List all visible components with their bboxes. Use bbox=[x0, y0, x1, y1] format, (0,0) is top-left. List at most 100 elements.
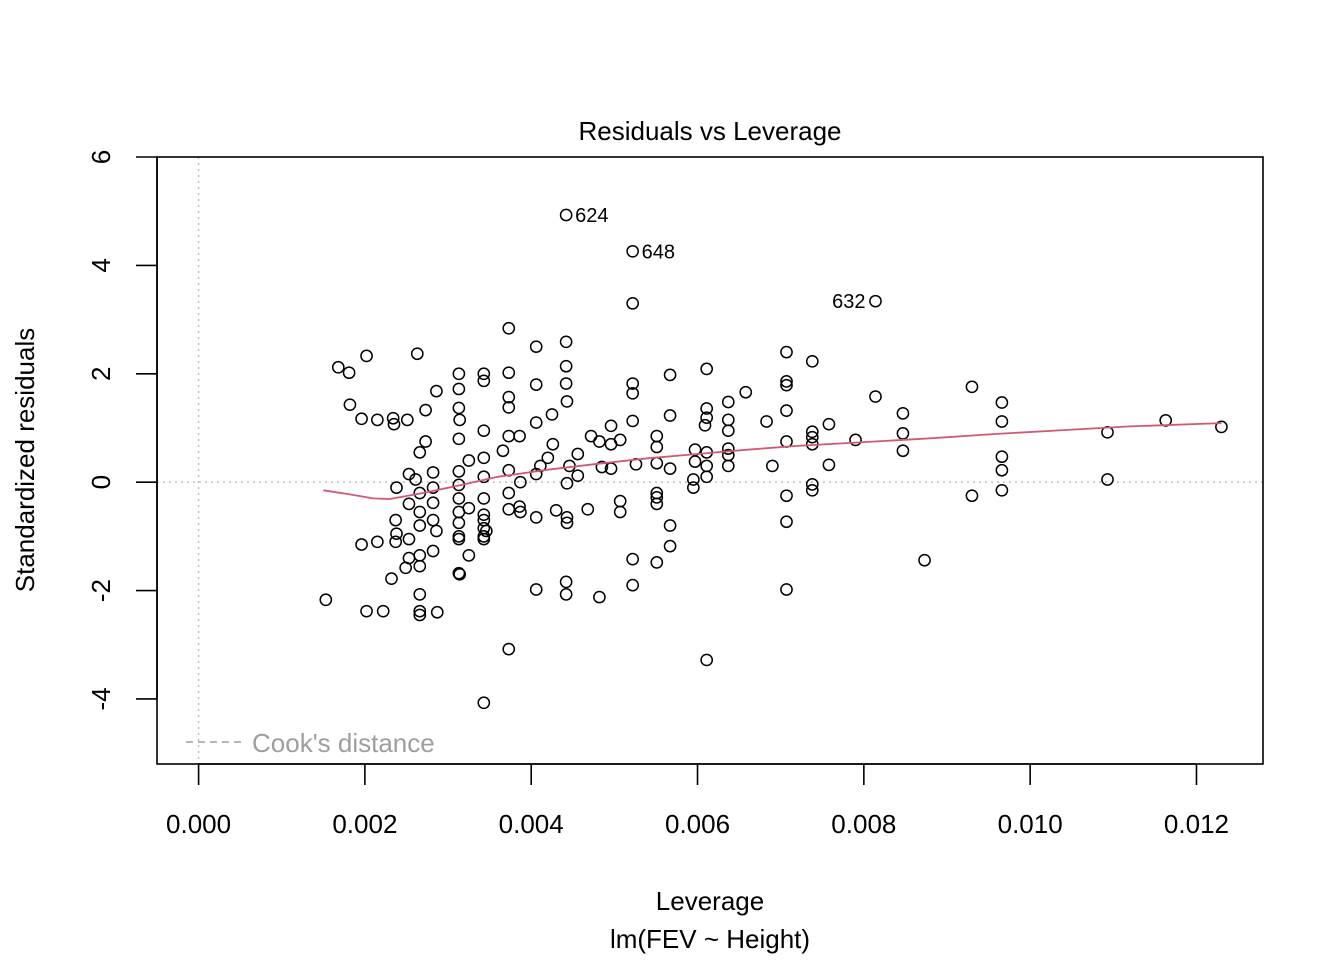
data-point bbox=[805, 425, 819, 439]
data-point bbox=[805, 477, 819, 491]
data-point bbox=[342, 366, 356, 380]
data-point bbox=[1101, 425, 1114, 439]
data-point bbox=[559, 335, 573, 349]
data-point bbox=[402, 497, 416, 511]
data-point bbox=[822, 458, 836, 472]
plot-frame bbox=[156, 156, 1264, 765]
data-point bbox=[452, 492, 466, 505]
data-point bbox=[604, 419, 618, 433]
data-point bbox=[355, 412, 368, 426]
data-point bbox=[426, 513, 440, 527]
data-point bbox=[896, 427, 910, 440]
data-point bbox=[918, 553, 931, 567]
data-point bbox=[571, 447, 585, 461]
data-point bbox=[529, 416, 543, 429]
data-point bbox=[410, 347, 424, 361]
data-point bbox=[650, 429, 664, 443]
data-point bbox=[331, 360, 345, 374]
data-point bbox=[529, 340, 543, 354]
data-point bbox=[559, 208, 573, 222]
data-point bbox=[402, 532, 416, 546]
point-labels: 624 648 632 bbox=[575, 205, 865, 313]
data-point bbox=[626, 552, 640, 566]
data-point bbox=[371, 413, 384, 427]
data-point bbox=[626, 414, 640, 428]
data-point bbox=[462, 454, 476, 467]
data-point bbox=[413, 446, 427, 459]
data-point bbox=[477, 508, 491, 522]
data-point bbox=[780, 375, 793, 388]
data-point bbox=[390, 481, 403, 494]
data-point bbox=[595, 460, 609, 474]
data-point bbox=[452, 382, 466, 396]
x-tick-label: 0.006 bbox=[665, 809, 730, 839]
data-point bbox=[663, 368, 677, 382]
data-point bbox=[502, 429, 516, 443]
data-point bbox=[502, 486, 516, 500]
data-point bbox=[426, 496, 440, 510]
x-tick-label: 0.002 bbox=[332, 809, 397, 839]
data-point bbox=[529, 583, 543, 596]
data-point bbox=[453, 567, 467, 581]
legend: Cook's distance bbox=[186, 728, 435, 758]
y-tick-label: 0 bbox=[86, 475, 116, 489]
data-point bbox=[430, 384, 443, 398]
y-tick-label: -4 bbox=[86, 687, 116, 710]
data-point bbox=[426, 466, 440, 479]
data-point bbox=[452, 530, 466, 543]
data-point bbox=[780, 378, 793, 392]
reference-lines bbox=[157, 157, 1263, 764]
x-tick-label: 0.010 bbox=[998, 809, 1063, 839]
data-point bbox=[700, 402, 714, 415]
data-point bbox=[399, 561, 412, 575]
x-tick-label: 0.008 bbox=[831, 809, 896, 839]
data-point bbox=[413, 505, 427, 519]
data-point bbox=[387, 417, 401, 431]
data-point bbox=[869, 294, 882, 308]
data-point bbox=[477, 470, 491, 484]
data-point bbox=[545, 408, 559, 421]
data-point bbox=[389, 513, 403, 527]
data-point bbox=[413, 519, 427, 532]
y-axis: -4 -2 0 2 4 6 bbox=[86, 150, 158, 711]
data-point bbox=[995, 483, 1009, 497]
data-point bbox=[559, 377, 573, 390]
data-points bbox=[319, 208, 1228, 710]
data-point bbox=[626, 386, 640, 400]
legend-label: Cook's distance bbox=[252, 728, 435, 758]
point-label-624: 624 bbox=[575, 205, 608, 227]
data-point bbox=[650, 497, 664, 511]
data-point bbox=[502, 502, 516, 516]
data-point bbox=[571, 469, 585, 483]
data-point bbox=[1101, 473, 1114, 486]
data-point bbox=[413, 548, 427, 562]
data-point bbox=[560, 476, 574, 490]
data-point bbox=[360, 349, 373, 363]
data-point bbox=[452, 464, 466, 478]
data-point bbox=[626, 296, 640, 310]
data-point bbox=[514, 505, 527, 519]
data-point bbox=[965, 380, 979, 394]
data-point bbox=[502, 401, 516, 414]
data-point bbox=[698, 418, 712, 432]
data-point bbox=[360, 604, 373, 618]
data-point bbox=[626, 244, 640, 258]
data-point bbox=[413, 559, 427, 573]
data-point bbox=[560, 511, 574, 524]
data-point bbox=[849, 433, 862, 447]
data-point bbox=[721, 442, 735, 455]
data-point bbox=[529, 511, 543, 524]
data-point bbox=[688, 455, 702, 468]
data-point bbox=[663, 462, 677, 475]
data-point bbox=[584, 429, 598, 443]
data-point bbox=[995, 415, 1009, 428]
data-point bbox=[413, 608, 427, 622]
x-axis-label: Leverage bbox=[656, 886, 764, 916]
data-point bbox=[700, 362, 714, 376]
data-point bbox=[549, 504, 563, 517]
y-tick-label: 2 bbox=[86, 367, 116, 381]
y-tick-label: -2 bbox=[86, 579, 116, 602]
data-point bbox=[995, 463, 1009, 477]
data-point bbox=[462, 548, 476, 562]
